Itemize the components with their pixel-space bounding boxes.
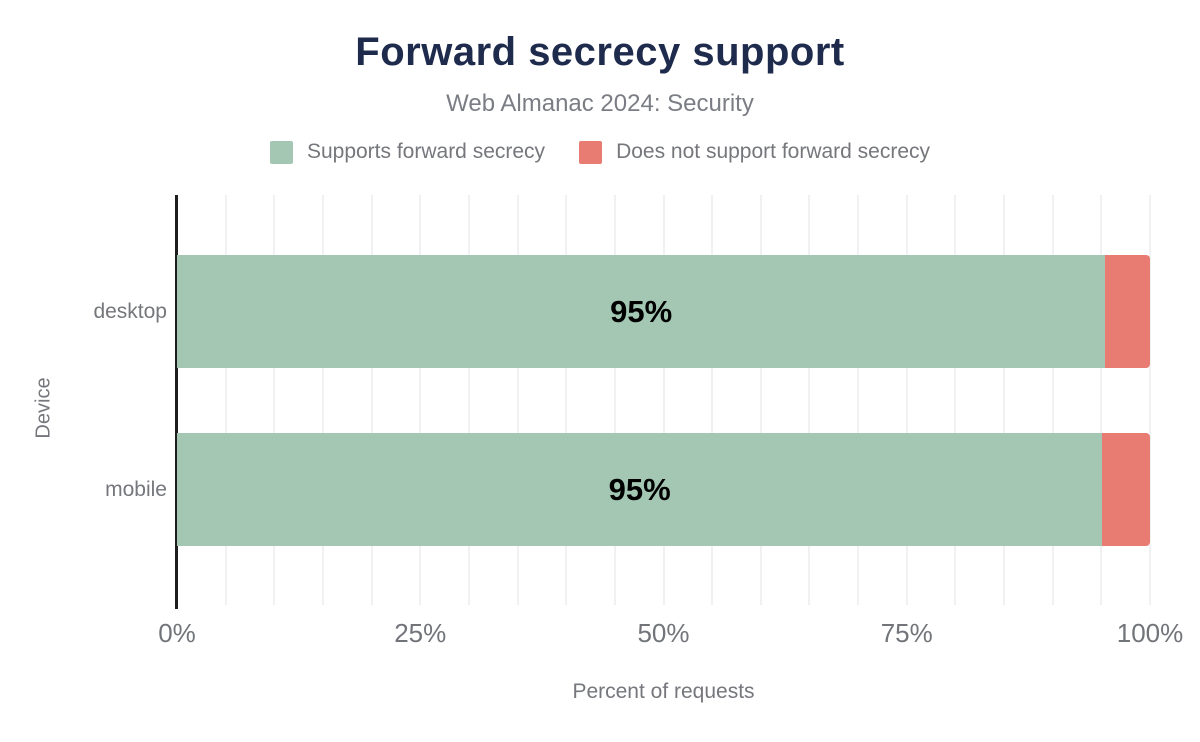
x-axis-ticks: 0% 25% 50% 75% 100%	[158, 618, 1183, 648]
bar-row-desktop: 95%	[177, 255, 1150, 368]
gridline	[224, 195, 227, 605]
bar-segment-supports-mobile[interactable]: 95%	[177, 433, 1103, 546]
y-axis-line	[175, 195, 178, 609]
legend: Supports forward secrecy Does not suppor…	[0, 140, 1200, 164]
gridline	[370, 195, 373, 605]
gridline	[905, 195, 908, 605]
gridline	[1100, 195, 1103, 605]
gridline	[759, 195, 762, 605]
gridline	[1051, 195, 1054, 605]
y-category-labels: desktop mobile	[0, 195, 177, 605]
y-axis-title: Device	[32, 377, 55, 439]
plot-area: 95% 95% 0% 25% 50% 75% 100% Percent of reques…	[158, 195, 1183, 703]
legend-swatch-supports-icon	[269, 140, 293, 164]
legend-item-not-supports: Does not support forward secrecy	[579, 140, 930, 164]
bar-value-label: 95%	[610, 293, 673, 329]
bar-segment-not-supports-desktop[interactable]	[1105, 255, 1150, 368]
gridline	[565, 195, 568, 605]
gridline	[467, 195, 470, 605]
bar-segment-supports-desktop[interactable]: 95%	[177, 255, 1106, 368]
category-label-desktop: desktop	[93, 299, 167, 323]
gridline	[954, 195, 957, 605]
bar-row-mobile: 95%	[177, 433, 1150, 546]
legend-label-not-supports: Does not support forward secrecy	[616, 140, 931, 163]
gridline	[419, 195, 422, 605]
gridline	[613, 195, 616, 605]
gridline	[1003, 195, 1006, 605]
x-tick-label-75: 75%	[880, 618, 933, 648]
gridline	[711, 195, 714, 605]
x-tick-label-0: 0%	[158, 618, 196, 648]
x-axis-title: Percent of requests	[572, 680, 755, 703]
legend-swatch-not-supports-icon	[579, 140, 603, 164]
gridline	[662, 195, 665, 605]
chart-subtitle: Web Almanac 2024: Security	[446, 90, 754, 117]
x-tick-label-25: 25%	[394, 618, 447, 648]
gridline	[808, 195, 811, 605]
category-label-mobile: mobile	[105, 477, 167, 501]
gridline	[321, 195, 324, 605]
legend-item-supports: Supports forward secrecy	[269, 140, 546, 164]
gridline	[273, 195, 276, 605]
x-tick-label-50: 50%	[637, 618, 690, 648]
gridline	[516, 195, 519, 605]
chart-title: Forward secrecy support	[355, 30, 845, 74]
bar-segment-not-supports-mobile[interactable]	[1102, 433, 1150, 546]
bar-value-label: 95%	[608, 471, 671, 507]
gridline	[857, 195, 860, 605]
legend-label-supports: Supports forward secrecy	[306, 140, 546, 163]
x-tick-label-100: 100%	[1116, 618, 1184, 648]
gridline	[1149, 195, 1151, 605]
